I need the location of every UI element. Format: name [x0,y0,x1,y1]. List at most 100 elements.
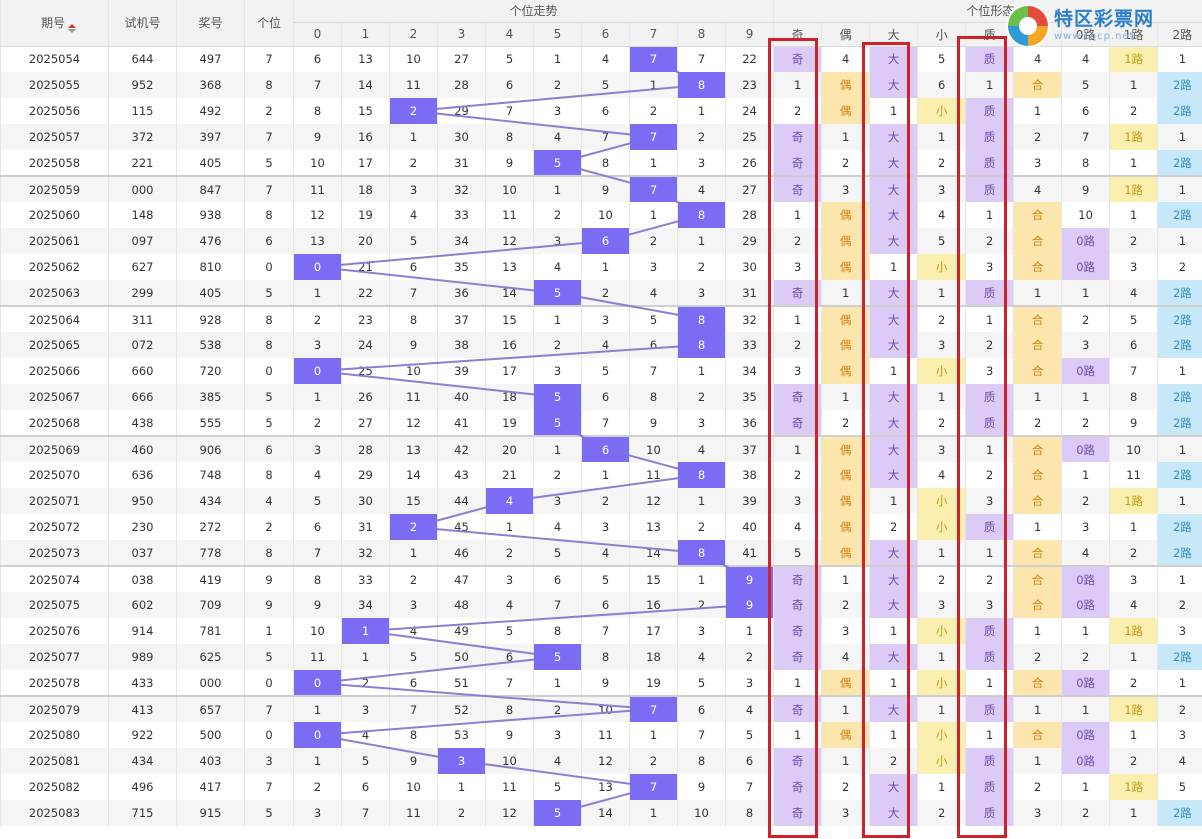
shape-cell: 0路 [1061,254,1110,280]
trial-cell: 602 [108,592,177,618]
miss-cell: 4 [533,748,582,774]
shape-cell: 质 [965,46,1014,72]
shape-cell: 4 [917,202,966,228]
miss-cell: 7 [629,358,678,384]
shape-cell: 奇 [773,384,822,410]
shape-cell: 9 [1061,175,1110,202]
table-row: 2025081 434 403 3 1 5 9 3 10 4 12 2 8 6 奇 1 2 小质 1 0路 2 4 [0,748,1202,774]
shape-cell: 3 [1109,254,1158,280]
period-cell: 2025068 [0,410,109,436]
miss-cell: 30 [437,124,486,150]
shape-cell: 1 [917,695,966,722]
prize-cell: 810 [176,254,245,280]
miss-cell: 32 [724,305,774,332]
miss-cell: 1 [389,540,438,566]
miss-cell: 3 [293,435,342,462]
shape-cell: 1 [1013,280,1062,306]
miss-cell: 3 [485,565,534,592]
miss-cell: 1 [677,565,726,592]
shape-cell: 2 [821,592,870,618]
trial-cell: 636 [108,462,177,488]
shape-cell: 3 [821,175,870,202]
miss-cell: 1 [533,435,582,462]
shape-cell: 1 [821,565,870,592]
miss-cell: 3 [677,280,726,306]
miss-cell: 37 [724,435,774,462]
miss-cell: 4 [677,175,726,202]
shape-cell: 偶 [821,488,870,514]
table-row: 2025077 989 625 5 11 1 5 50 6 5 8 18 4 2 奇 4 大 1 质 2 2 1 2路 [0,644,1202,670]
period-cell: 2025067 [0,384,109,410]
period-cell: 2025055 [0,72,109,98]
shape-cell: 1 [821,124,870,150]
table-row: 2025066 660 720 0 0 25 10 39 17 3 5 7 1 34 3 偶 1 小 3 合 0路 7 1 [0,358,1202,384]
prize-cell: 657 [176,695,245,722]
period-cell: 2025061 [0,228,109,254]
miss-cell: 9 [485,722,534,748]
miss-cell: 3 [389,592,438,618]
miss-cell: 8 [629,384,678,410]
shape-cell: 大 [869,592,918,618]
miss-cell: 7 [581,410,630,436]
watermark-url: www.tqcp.net [1054,31,1135,42]
miss-cell: 11 [293,175,342,202]
miss-cell: 41 [437,410,486,436]
shape-cell: 2 [1013,644,1062,670]
shape-cell: 2 [1013,774,1062,800]
shape-cell: 2 [821,410,870,436]
miss-cell: 7 [341,800,390,826]
shape-cell: 2 [869,514,918,540]
shape-cell: 奇 [773,748,822,774]
miss-cell: 13 [389,435,438,462]
shape-cell: 大 [869,644,918,670]
miss-cell: 2 [293,410,342,436]
period-cell: 2025056 [0,98,109,124]
miss-cell: 1 [533,175,582,202]
miss-cell: 6 [677,695,726,722]
shape-cell: 2 [1109,540,1158,566]
shape-cell: 1 [1157,488,1202,514]
trial-cell: 627 [108,254,177,280]
shape-cell: 大 [869,435,918,462]
miss-cell: 14 [389,462,438,488]
table-row: 2025076 914 781 1 10 1 4 49 5 8 7 17 3 1 奇 3 1 小质 1 1 1路 3 [0,618,1202,644]
shape-cell: 1 [1157,175,1202,202]
period-cell: 2025066 [0,358,109,384]
hit-digit-cell: 1 [341,618,390,644]
shape-cell: 大 [869,332,918,358]
shape-cell: 合 [1013,435,1062,462]
col-period-header[interactable]: 期号 [0,0,109,47]
digit-header-5: 5 [533,22,582,47]
miss-cell: 5 [341,748,390,774]
miss-cell: 11 [581,722,630,748]
hit-digit-cell: 0 [293,722,342,748]
shape-cell: 合 [1013,202,1062,228]
table-row: 2025074 038 419 9 8 33 2 47 3 6 5 15 1 9 奇 1 大 2 2 合 0路 3 1 [0,565,1202,592]
table-row: 2025083 715 915 5 3 7 11 2 12 5 14 1 10 8 奇 3 大 2 质 3 2 1 2路 [0,800,1202,826]
table-row: 2025065 072 538 8 3 24 9 38 16 2 4 6 8 33 2 偶大 3 2 合 3 6 2路 [0,332,1202,358]
miss-cell: 17 [341,150,390,176]
trial-cell: 666 [108,384,177,410]
period-cell: 2025080 [0,722,109,748]
shape-header-6: 0路 [1061,22,1110,47]
trial-cell: 299 [108,280,177,306]
miss-cell: 3 [581,305,630,332]
table-row: 2025056 115 492 2 8 15 2 29 7 3 6 2 1 24 2 偶 1 小质 1 6 2 2路 [0,98,1202,124]
miss-cell: 3 [341,695,390,722]
miss-cell: 35 [724,384,774,410]
shape-cell: 1 [1109,202,1158,228]
hit-digit-cell: 5 [533,644,582,670]
hit-digit-cell: 7 [629,774,678,800]
miss-cell: 43 [437,462,486,488]
shape-cell: 3 [965,254,1014,280]
shape-cell: 大 [869,72,918,98]
table-row: 2025055 952 368 8 7 14 11 28 6 2 5 1 8 23 1 偶大 6 1 合 5 1 2路 [0,72,1202,98]
shape-cell: 大 [869,540,918,566]
period-cell: 2025075 [0,592,109,618]
table-row: 2025063 299 405 5 1 22 7 36 14 5 2 4 3 31 奇 1 大 1 质 1 1 4 2路 [0,280,1202,306]
miss-cell: 5 [581,565,630,592]
miss-cell: 5 [389,228,438,254]
shape-cell: 0路 [1061,722,1110,748]
miss-cell: 44 [437,488,486,514]
shape-cell: 11 [1109,462,1158,488]
